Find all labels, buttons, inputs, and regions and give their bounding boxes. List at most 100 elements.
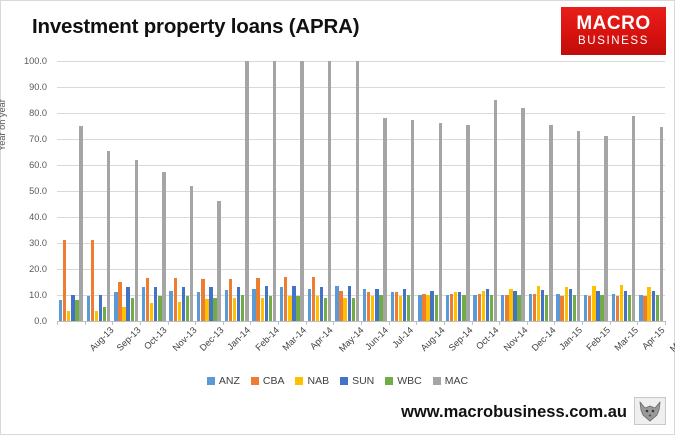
legend-label: SUN: [352, 375, 375, 387]
bar-anz: [639, 295, 643, 321]
bar-mac: [383, 118, 387, 321]
bar-anz: [611, 293, 616, 321]
legend-label: WBC: [397, 375, 422, 387]
x-axis-tickmark: [499, 321, 501, 325]
x-axis-tickmark: [637, 321, 639, 325]
bar-group: [389, 61, 417, 321]
bar-nab: [619, 284, 624, 321]
bar-cba: [90, 240, 95, 321]
y-axis-tick-label: 60.0: [29, 160, 47, 170]
chart-legend: ANZ CBA NAB SUN WBC MAC: [1, 375, 674, 387]
x-axis-tick-label: May-14: [336, 325, 366, 354]
bar-sun: [264, 285, 268, 321]
bar-anz: [473, 295, 477, 321]
bar-nab: [343, 297, 347, 321]
bar-cba: [505, 295, 509, 321]
x-axis-tick-label: Jan-14: [225, 325, 253, 352]
bar-sun: [568, 288, 572, 321]
bar-cba: [118, 282, 122, 321]
bar-nab: [315, 296, 320, 321]
bar-wbc: [627, 295, 632, 321]
bar-group: [195, 61, 223, 321]
bar-group: [85, 61, 113, 321]
bar-wbc: [489, 295, 494, 321]
macrobusiness-logo: MACRO BUSINESS: [561, 7, 666, 55]
bar-sun: [375, 288, 379, 321]
bar-nab: [592, 285, 596, 321]
x-axis-tick-label: Dec-13: [198, 325, 227, 354]
x-axis-tick-label: Mar-15: [612, 325, 641, 353]
bar-mac: [576, 131, 581, 321]
bar-nab: [288, 296, 292, 321]
x-axis-tick-label: Nov-13: [170, 325, 199, 354]
bar-mac: [328, 61, 332, 321]
bar-wbc: [130, 297, 134, 321]
bar-nab: [453, 292, 458, 321]
x-axis-tick-label: Apr-15: [639, 325, 667, 352]
bar-anz: [58, 300, 63, 321]
bar-group: [278, 61, 306, 321]
bar-cba: [256, 278, 260, 321]
plot-area: [57, 61, 666, 325]
bar-group: [554, 61, 582, 321]
bar-mac: [410, 119, 415, 321]
bar-group: [637, 61, 665, 321]
bar-group: [112, 61, 140, 321]
bar-nab: [122, 306, 126, 321]
bar-sun: [98, 295, 103, 321]
bar-nab: [398, 296, 403, 321]
bar-cba: [422, 293, 426, 321]
bar-series-layer: [57, 61, 665, 321]
x-axis-tick-label: Sep-14: [446, 325, 475, 354]
x-axis-tickmark: [609, 321, 611, 325]
bar-group: [250, 61, 278, 321]
bar-sun: [651, 291, 655, 321]
x-axis-tickmark: [305, 321, 307, 325]
legend-item-anz[interactable]: ANZ: [206, 375, 240, 387]
bar-cba: [311, 276, 316, 321]
legend-item-sun[interactable]: SUN: [340, 375, 374, 387]
legend-item-wbc[interactable]: WBC: [385, 375, 422, 387]
bar-mac: [106, 150, 111, 321]
bar-group: [223, 61, 251, 321]
x-axis-tickmark: [112, 321, 114, 325]
bar-cba: [560, 296, 564, 321]
bar-anz: [252, 288, 256, 321]
y-axis-tick-label: 10.0: [29, 290, 47, 300]
bar-sun: [126, 287, 130, 321]
bar-sun: [430, 291, 434, 321]
bar-mac: [632, 115, 636, 321]
legend-item-cba[interactable]: CBA: [250, 375, 284, 387]
bar-sun: [209, 287, 213, 321]
legend-swatch-icon: [206, 377, 215, 385]
legend-item-mac[interactable]: MAC: [432, 375, 468, 387]
bar-wbc: [158, 296, 162, 321]
bar-wbc: [434, 295, 438, 321]
bar-mac: [272, 61, 277, 321]
x-axis-tickmark: [167, 321, 169, 325]
y-axis-tick-label: 40.0: [29, 212, 47, 222]
bar-sun: [540, 289, 545, 321]
bar-mac: [189, 185, 194, 321]
bar-cba: [63, 240, 67, 321]
footer-website-url: www.macrobusiness.com.au: [401, 403, 627, 421]
bar-anz: [280, 287, 284, 321]
bar-anz: [307, 288, 312, 321]
bar-wbc: [213, 297, 217, 321]
x-axis-tickmark: [222, 321, 224, 325]
bar-wbc: [545, 295, 549, 321]
bar-wbc: [268, 296, 273, 321]
y-axis-tick-labels: 0.0 10.0 20.0 30.0 40.0 50.0 60.0 70.0 80.0 90.0 1…: [1, 56, 53, 326]
page-title: Investment property loans (APRA): [32, 15, 360, 38]
legend-item-nab[interactable]: NAB: [295, 375, 329, 387]
x-axis-tickmark: [84, 321, 86, 325]
x-axis-tick-label: Aug-14: [419, 325, 448, 354]
x-axis-tick-label: Oct-13: [142, 325, 169, 352]
bar-group: [444, 61, 472, 321]
logo-line-macro: MACRO: [576, 13, 651, 35]
bar-group: [140, 61, 168, 321]
gridline: [57, 295, 665, 296]
bar-sun: [292, 285, 296, 321]
x-axis-tick-label: Jul-14: [390, 325, 415, 350]
bar-mac: [355, 61, 360, 321]
